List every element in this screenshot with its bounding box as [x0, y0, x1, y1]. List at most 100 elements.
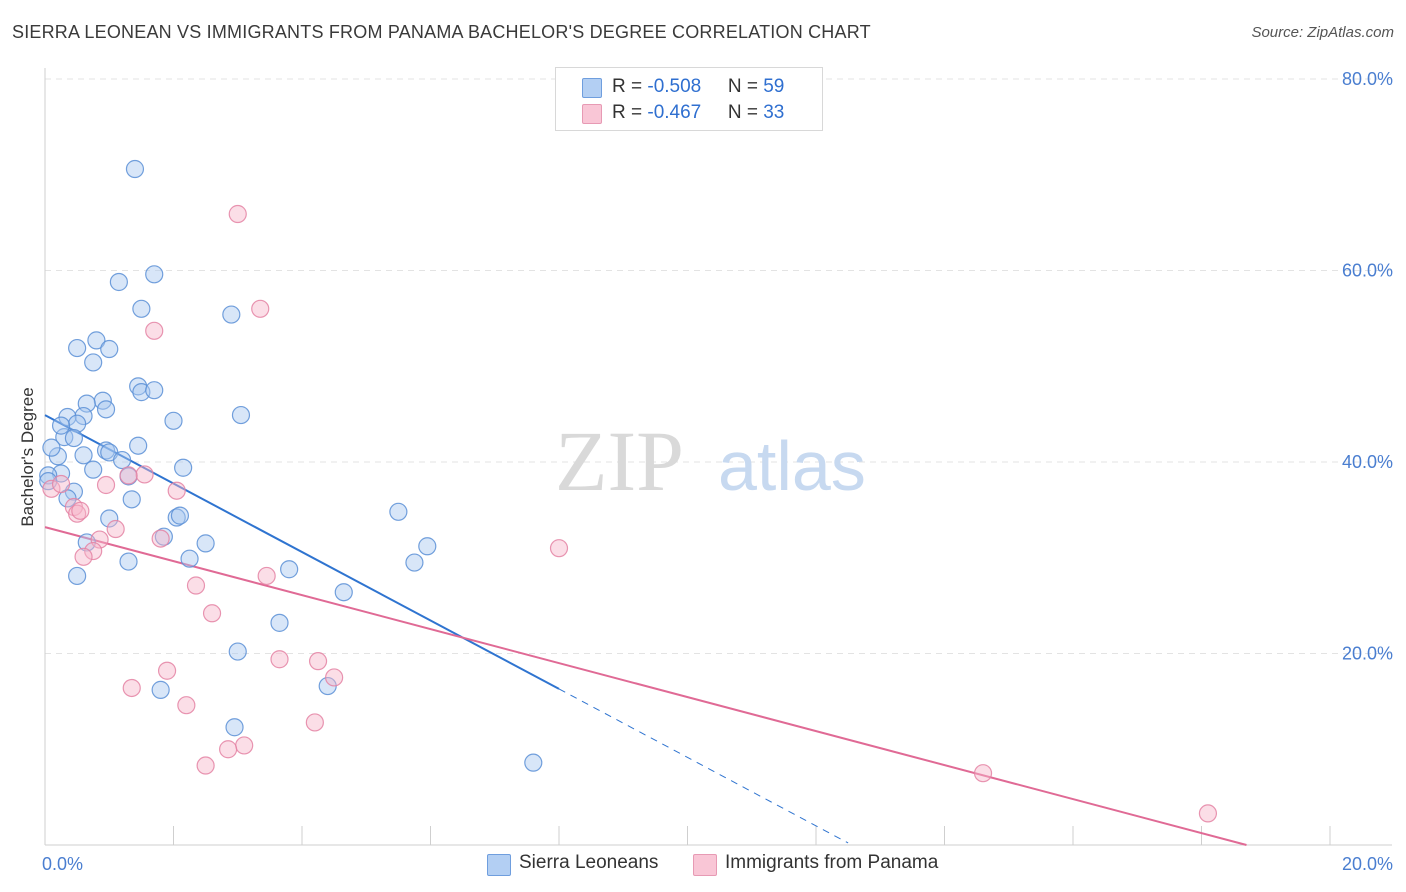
sierra-leonean-point: [112, 450, 132, 470]
data-points: [39, 159, 1218, 823]
watermark-zip: ZIP: [555, 413, 684, 509]
panama-point: [151, 529, 170, 548]
panama-point: [235, 736, 254, 755]
grid-lines: [45, 78, 1392, 654]
sierra-leonean-point: [84, 460, 103, 479]
watermark-atlas: atlas: [718, 427, 866, 505]
sierra-leonean-point: [74, 446, 93, 465]
sierra-leonean-point: [164, 411, 183, 430]
sierra-leonean-point: [68, 566, 87, 586]
panama-point: [119, 466, 138, 485]
sierra-leonean-point: [125, 159, 145, 179]
panama-point: [157, 661, 177, 680]
panama-point: [549, 539, 569, 558]
sierra-leonean-point: [151, 680, 170, 699]
sierra-leonean-point: [524, 753, 543, 772]
sierra-leonean-point: [68, 338, 87, 358]
n-label: N =: [727, 102, 764, 123]
panama-point: [186, 576, 206, 595]
sierra-leonean-point: [170, 506, 190, 525]
sierra-leonean-point: [418, 537, 437, 556]
panama-point: [90, 530, 109, 549]
sierra-leonean-point: [228, 642, 247, 661]
n-value: 59: [763, 76, 785, 97]
sierra-leonean-point: [68, 414, 87, 433]
stats-legend: R = -0.508 N = 59 R = -0.467 N = 33: [555, 67, 823, 131]
panama-point: [196, 756, 215, 775]
panama-point: [305, 713, 324, 732]
sierra-leonean-point: [87, 331, 106, 350]
panama-point: [308, 652, 328, 671]
sierra-leonean-point: [39, 466, 58, 485]
panama-trend-line: [44, 526, 1247, 846]
panama-point: [68, 504, 87, 523]
sierra-leonean-point: [231, 405, 251, 425]
axes: [44, 68, 1392, 846]
sierra-leonean-point: [154, 527, 173, 546]
panama-point: [71, 501, 90, 520]
sierra-leonean-point: [167, 508, 186, 527]
y-axis-label: Bachelor's Degree: [18, 387, 37, 526]
sierra-leonean-point: [174, 458, 193, 477]
sierra-leonean-point: [145, 381, 164, 400]
pink-swatch: [582, 104, 602, 124]
panama-point: [106, 519, 125, 539]
sierra-leonean-point: [180, 549, 199, 568]
sierra-leonean-point: [334, 583, 353, 602]
pink-swatch: [693, 854, 717, 876]
panama-point: [219, 740, 238, 759]
panama-point: [177, 696, 196, 715]
panama-point: [228, 204, 247, 224]
panama-point: [325, 668, 344, 687]
y-tick-label: 60.0%: [1342, 261, 1393, 281]
sierra-leonean-point: [42, 438, 61, 457]
y-tick-label: 20.0%: [1342, 644, 1393, 664]
r-label: R =: [612, 102, 648, 123]
sierra-leonean-point: [55, 428, 74, 447]
tick-labels: 20.0% 40.0% 60.0% 80.0% 0.0% 20.0%: [42, 69, 1393, 874]
x-tick-label: 0.0%: [42, 854, 83, 874]
panama-point: [84, 541, 103, 561]
sierra-leonean-point: [280, 560, 299, 579]
panama-point: [251, 299, 270, 318]
sierra-leonean-point: [109, 272, 128, 292]
panama-point: [973, 764, 993, 783]
panama-point: [122, 678, 141, 698]
sierra-leonean-trend-extension: [558, 688, 849, 844]
sierra-leonean-point: [84, 353, 103, 372]
panama-point: [257, 566, 276, 586]
sierra-leonean-point: [122, 490, 141, 509]
panama-point: [270, 650, 289, 669]
sierra-leonean-point: [405, 553, 424, 572]
legend-label: Sierra Leoneans: [519, 852, 659, 873]
chart-title: SIERRA LEONEAN VS IMMIGRANTS FROM PANAMA…: [12, 22, 871, 42]
n-label: N =: [727, 76, 764, 97]
sierra-leonean-point: [389, 502, 408, 521]
panama-point: [74, 547, 93, 566]
sierra-leonean-point: [96, 441, 116, 460]
sierra-leonean-point: [145, 265, 164, 284]
r-value: -0.467: [647, 102, 702, 123]
y-tick-label: 80.0%: [1342, 69, 1393, 89]
sierra-leonean-point: [51, 416, 71, 435]
r-value: -0.508: [647, 76, 702, 97]
blue-swatch: [582, 78, 602, 98]
sierra-leonean-point: [100, 509, 119, 528]
panama-point: [51, 474, 71, 494]
sierra-leonean-point: [96, 400, 116, 419]
sierra-leonean-point: [196, 534, 215, 553]
sierra-leonean-point: [222, 305, 241, 324]
sierra-leonean-point: [270, 613, 289, 632]
sierra-leonean-point: [119, 552, 138, 571]
r-label: R =: [612, 76, 648, 97]
sierra-leonean-point: [64, 428, 84, 448]
panama-point: [135, 465, 154, 484]
blue-swatch: [487, 854, 511, 876]
source-label: Source: ZipAtlas.com: [1251, 24, 1394, 41]
panama-point: [96, 475, 116, 495]
legend-label: Immigrants from Panama: [725, 852, 939, 873]
panama-point: [145, 321, 164, 340]
x-tick-label: 20.0%: [1342, 854, 1393, 874]
panama-point: [202, 604, 222, 623]
